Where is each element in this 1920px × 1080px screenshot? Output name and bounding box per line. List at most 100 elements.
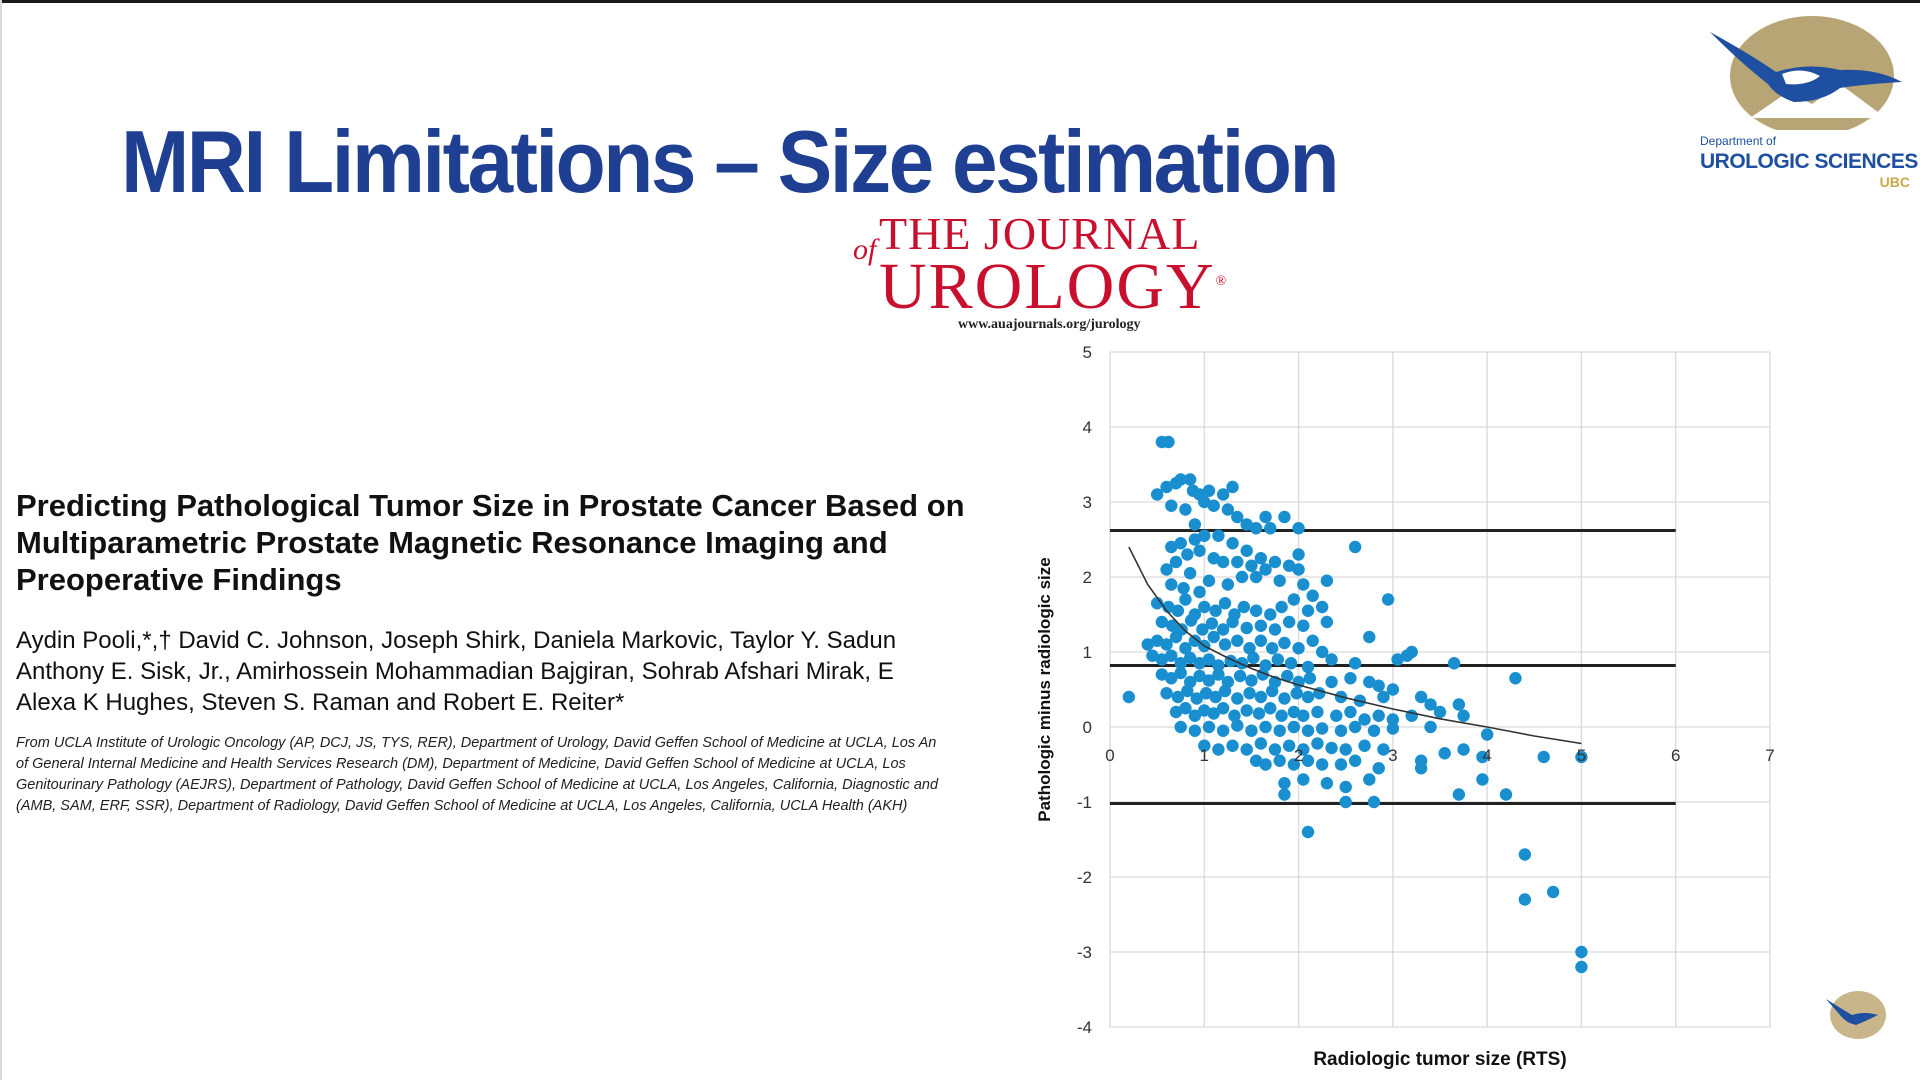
paper-title-line: Predicting Pathological Tumor Size in Pr… <box>16 488 965 523</box>
author-line: Anthony E. Sisk, Jr., Amirhossein Mohamm… <box>16 658 894 685</box>
journal-logo: of THE JOURNAL UROLOGY® www.auajournals.… <box>845 205 1226 335</box>
data-point <box>1339 780 1352 794</box>
chart-grid <box>1109 351 1771 1028</box>
data-point <box>1275 709 1288 722</box>
data-point <box>1193 669 1206 683</box>
data-point <box>1179 642 1192 655</box>
data-point <box>1193 657 1206 670</box>
data-point <box>1240 621 1253 635</box>
data-point <box>1216 555 1230 569</box>
data-point <box>1363 773 1376 786</box>
data-point <box>1265 684 1279 698</box>
affiliation-line: Genitourinary Pathology (AEJRS), Departm… <box>16 777 939 793</box>
data-point <box>1174 657 1187 670</box>
data-point <box>1193 585 1206 599</box>
data-point <box>1188 518 1202 531</box>
data-point <box>1264 522 1277 535</box>
data-point <box>1249 604 1263 617</box>
data-point <box>1202 674 1216 687</box>
data-point <box>1231 719 1244 732</box>
y-tick-label: -4 <box>1077 1018 1092 1037</box>
affiliation-line: (AMB, SAM, ERF, SSR), Department of Radi… <box>16 798 908 814</box>
data-point <box>1188 709 1202 722</box>
data-point <box>1160 687 1173 700</box>
data-point <box>1301 690 1315 704</box>
data-point <box>1177 582 1190 595</box>
data-point <box>1303 672 1317 685</box>
data-point <box>1306 634 1319 647</box>
data-point <box>1174 537 1187 550</box>
affiliation-line: From UCLA Institute of Urologic Oncology… <box>16 735 937 751</box>
data-points <box>1122 435 1588 974</box>
data-point <box>1169 630 1183 644</box>
data-point <box>1207 552 1220 565</box>
data-point <box>1452 788 1466 801</box>
data-point <box>1287 758 1301 771</box>
y-tick-label: 3 <box>1083 493 1092 512</box>
data-point <box>1212 529 1225 542</box>
data-point <box>1575 960 1588 974</box>
data-point <box>1231 692 1244 705</box>
data-point <box>1509 672 1522 685</box>
data-point <box>1259 510 1272 524</box>
data-point <box>1301 604 1315 617</box>
x-tick-label: 1 <box>1200 746 1209 765</box>
data-point <box>1188 724 1202 737</box>
data-point <box>1226 615 1239 629</box>
data-point <box>1414 690 1428 704</box>
data-point <box>1339 743 1352 756</box>
eagle-watermark-icon <box>1826 991 1886 1039</box>
data-point <box>1518 848 1532 861</box>
journal-name-word: UROLOGY <box>879 250 1216 323</box>
y-tick-label: 4 <box>1083 418 1092 437</box>
data-point <box>1209 604 1222 617</box>
data-point <box>1174 473 1187 486</box>
data-point <box>1218 638 1232 651</box>
data-point <box>1363 630 1376 644</box>
data-point <box>1377 743 1390 756</box>
paper-title: Predicting Pathological Tumor Size in Pr… <box>16 487 1036 598</box>
data-point <box>1273 754 1286 767</box>
data-point <box>1146 649 1159 662</box>
data-point <box>1218 597 1232 610</box>
data-point <box>1162 435 1175 449</box>
data-point <box>1320 615 1334 629</box>
x-tick-label: 5 <box>1577 746 1586 765</box>
logo-dept-text: Department of <box>1700 134 1777 148</box>
data-point <box>1216 488 1230 501</box>
data-point <box>1301 825 1315 839</box>
paper-title-line: Multiparametric Prostate Magnetic Resona… <box>16 525 888 560</box>
data-point <box>1452 698 1466 711</box>
data-point <box>1301 724 1315 737</box>
data-point <box>1414 762 1428 775</box>
data-point <box>1344 672 1357 685</box>
data-point <box>1174 666 1187 680</box>
data-point <box>1259 563 1272 576</box>
data-point <box>1377 690 1390 704</box>
data-point <box>1254 634 1268 647</box>
data-point <box>1226 739 1239 752</box>
data-point <box>1381 593 1395 606</box>
data-point <box>1240 544 1253 557</box>
y-tick-label: -2 <box>1077 868 1092 887</box>
data-point <box>1264 608 1277 621</box>
data-point <box>1196 623 1209 636</box>
data-point <box>1282 559 1296 572</box>
data-point <box>1372 709 1385 722</box>
data-point <box>1290 687 1303 700</box>
data-point <box>1245 674 1258 687</box>
journal-of: of <box>853 233 877 266</box>
paper-title-line: Preoperative Findings <box>16 562 342 597</box>
data-point <box>1254 619 1268 632</box>
data-point <box>1247 651 1260 665</box>
data-point <box>1193 544 1206 557</box>
data-point <box>1249 522 1263 535</box>
data-point <box>1155 615 1169 629</box>
data-point <box>1122 690 1136 704</box>
data-point <box>1198 529 1211 542</box>
data-point <box>1457 709 1470 722</box>
journal-name-line1: THE JOURNAL <box>879 208 1201 259</box>
data-point <box>1358 739 1371 752</box>
data-point <box>1330 709 1343 722</box>
data-point <box>1311 737 1324 750</box>
